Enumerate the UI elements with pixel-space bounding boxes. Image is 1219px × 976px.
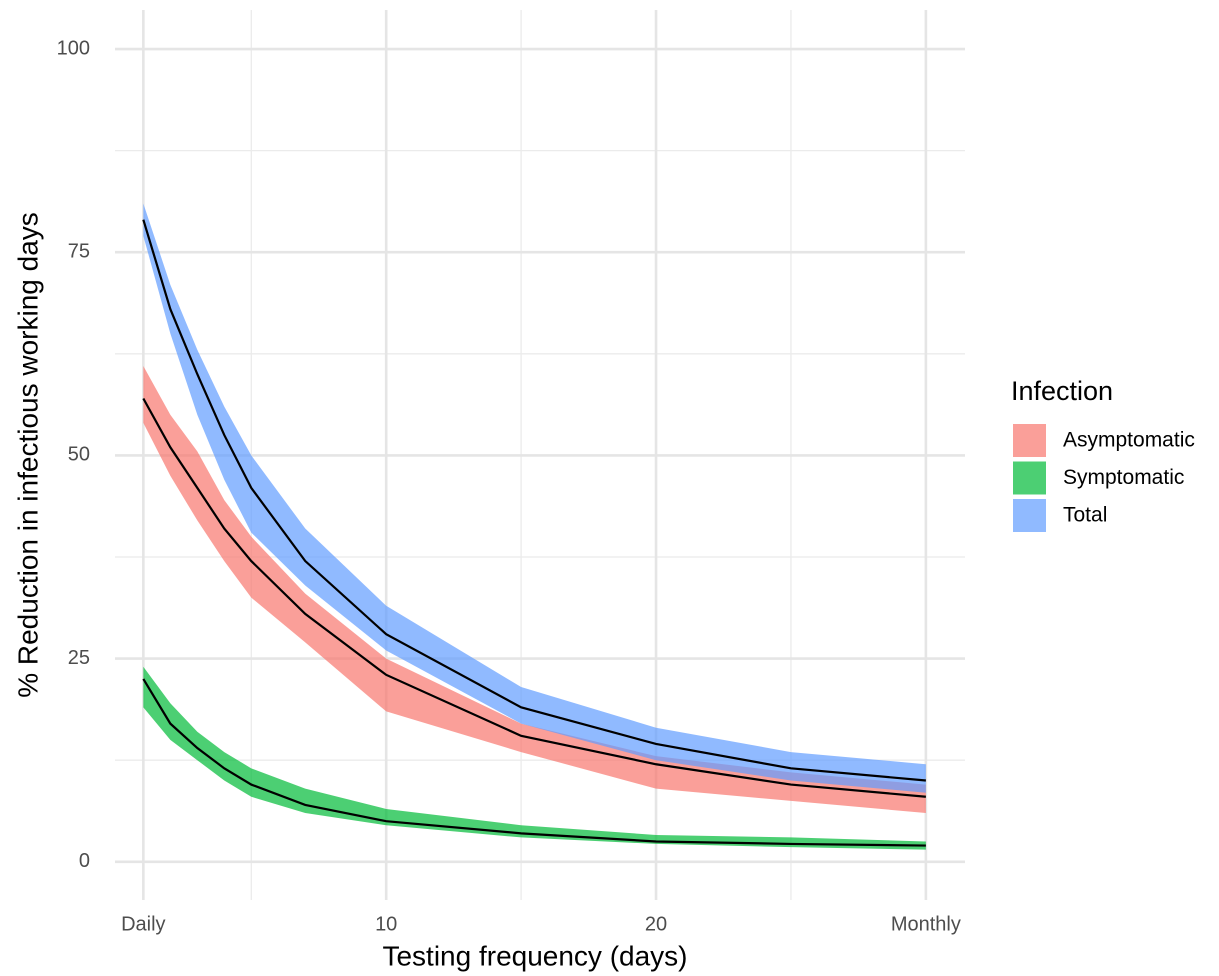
legend-label: Symptomatic bbox=[1063, 466, 1184, 489]
x-axis-title: Testing frequency (days) bbox=[382, 940, 687, 971]
lines bbox=[142, 219, 926, 847]
x-tick-label: Monthly bbox=[891, 913, 961, 935]
x-tick-label: 10 bbox=[375, 913, 397, 935]
legend-label: Asymptomatic bbox=[1063, 429, 1195, 452]
y-tick-label: 50 bbox=[68, 444, 90, 466]
ribbon bbox=[143, 666, 926, 850]
ribbon bbox=[143, 203, 926, 793]
ribbons bbox=[143, 203, 926, 850]
y-tick-label: 0 bbox=[79, 850, 90, 872]
y-tick-label: 25 bbox=[68, 647, 90, 669]
legend-swatch bbox=[1013, 424, 1046, 457]
legend-title: Infection bbox=[1011, 376, 1113, 406]
y-axis-title: % Reduction in infectious working days bbox=[12, 212, 43, 698]
legend: Asymptomatic Symptomatic Total bbox=[1012, 423, 1195, 533]
x-tick-label: 20 bbox=[645, 913, 667, 935]
line bbox=[142, 219, 926, 782]
y-tick-label: 100 bbox=[57, 37, 90, 59]
legend-swatch bbox=[1013, 461, 1046, 495]
ribbon bbox=[143, 366, 926, 814]
line bbox=[142, 397, 926, 798]
legend-swatch bbox=[1013, 499, 1046, 532]
line bbox=[142, 678, 926, 847]
legend-label: Total bbox=[1063, 504, 1107, 527]
y-tick-label: 75 bbox=[68, 240, 90, 262]
x-tick-label: Daily bbox=[121, 913, 165, 935]
